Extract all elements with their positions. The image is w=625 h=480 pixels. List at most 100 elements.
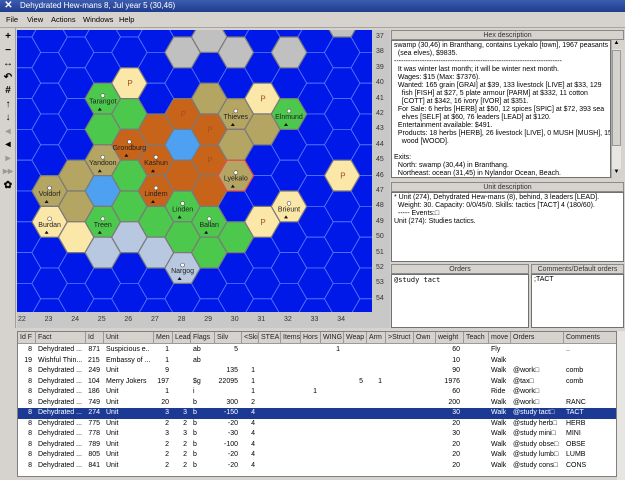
last-icon[interactable]: ▸▸ (2, 166, 14, 177)
tundra-hex[interactable] (217, 36, 255, 69)
forest-hex[interactable] (270, 97, 308, 131)
ocean-hex[interactable] (351, 298, 372, 312)
cell-move: Walk (491, 461, 507, 469)
ocean-hex[interactable] (245, 298, 280, 312)
column-header-hors[interactable]: Hors (301, 332, 321, 344)
column-header-unit[interactable]: Unit (104, 332, 154, 344)
town-marker[interactable] (286, 108, 292, 114)
scroll-thumb[interactable] (612, 50, 621, 146)
column-header-comments[interactable]: Comments (564, 332, 616, 344)
town-marker[interactable] (47, 185, 52, 191)
tundra-hex[interactable] (270, 36, 308, 69)
hex-description-scrollbar[interactable]: ▲ ▼ (611, 40, 621, 178)
next-icon[interactable]: ▸ (5, 152, 11, 164)
ocean-hex[interactable] (298, 298, 333, 312)
zoom-in-icon[interactable]: + (5, 31, 11, 42)
plain-hex[interactable] (270, 190, 308, 223)
town-label: Lindern (144, 191, 167, 198)
town-marker[interactable] (127, 139, 132, 145)
ocean-hex[interactable] (85, 298, 120, 312)
menu-windows[interactable]: Windows (83, 15, 114, 24)
column-header-stea[interactable]: STEA (259, 332, 281, 344)
table-row[interactable]: 8 Dehydrated ... 789 Unit 2 2 b -100 4 20 Walk @stu… (18, 440, 616, 451)
scroll-up-icon[interactable]: ▲ (612, 40, 621, 49)
comments-editor[interactable]: ;TACT (531, 274, 624, 328)
orders-editor[interactable]: @study tact (391, 274, 529, 328)
y-tick: 46 (376, 171, 384, 179)
table-row[interactable]: 8 Dehydrated ... 274 Unit 3 3 b -150 4 30 Walk @stu… (18, 408, 616, 419)
table-row[interactable]: 19 Wishful Thin... 2153 Embassy of ... 1 ab 10… (18, 356, 616, 367)
grid-icon[interactable]: # (5, 85, 11, 96)
town-marker[interactable] (233, 108, 239, 114)
town-marker[interactable] (100, 93, 106, 98)
table-row[interactable]: 8 Dehydrated ... 1040 Merry Jokers 197 $g 2209… (18, 377, 616, 388)
selected-hex[interactable] (217, 159, 255, 192)
table-row[interactable]: 8 Dehydrated ... 805 Unit 2 2 b -20 4 20 Walk @stud… (18, 450, 616, 461)
table-row[interactable]: 8 Dehydrated ... 749 Unit 20 b 300 2 200 Walk @wor… (18, 398, 616, 409)
menu-help[interactable]: Help (119, 15, 135, 24)
zoom-out-icon[interactable]: − (5, 44, 11, 56)
menu-file[interactable]: File (6, 15, 19, 24)
tundra-hex[interactable] (325, 30, 360, 38)
undo-icon[interactable]: ↶ (3, 71, 13, 83)
town-marker[interactable] (233, 170, 239, 175)
town-marker[interactable] (153, 154, 159, 160)
column-header-weight[interactable]: weight (436, 332, 464, 344)
table-row[interactable]: 8 Dehydrated ... 778 Unit 3 3 b -30 4 30 Walk @stud… (18, 429, 616, 440)
menu-actions[interactable]: Actions (51, 15, 76, 24)
table-row[interactable]: 8 Dehydrated ... 249 Unit 9 135 1 90 Walk @work□ c… (18, 366, 616, 377)
scroll-down-icon[interactable]: ▼ (612, 169, 621, 178)
cell-skil: 2 (251, 398, 255, 406)
column-header-teach[interactable]: Teach (464, 332, 489, 344)
hex-map-canvas[interactable]: P P P P P P P Tarangot Grondburg Yandoon Kashun Vol… (17, 30, 372, 312)
column-header-id[interactable]: Id (86, 332, 104, 344)
town-marker[interactable] (286, 201, 292, 206)
column-header-weap[interactable]: Weap (344, 332, 367, 344)
town-marker[interactable] (153, 185, 159, 191)
column-header-orders[interactable]: Orders (511, 332, 564, 344)
settings-icon[interactable]: ✿ (3, 179, 13, 191)
first-icon[interactable]: ◂ (5, 125, 11, 137)
column-header-struct[interactable]: >Struct (386, 332, 414, 344)
column-header-flags[interactable]: Flags (191, 332, 215, 344)
arrow-down-icon[interactable]: ↓ (5, 112, 11, 123)
column-header-lead[interactable]: Lead (173, 332, 191, 344)
plain-hex[interactable] (323, 159, 361, 192)
ocean-hex[interactable] (17, 30, 41, 38)
column-header-men[interactable]: Men (154, 332, 173, 344)
column-header-items[interactable]: Items (281, 332, 301, 344)
cell-weight: 30 (452, 409, 460, 416)
hex-description-line: Wages: $15 (Max: $7376). (394, 74, 481, 81)
menu-view[interactable]: View (27, 15, 44, 24)
town-marker[interactable] (180, 262, 185, 268)
column-header-idf[interactable]: Id F (18, 332, 36, 344)
table-row[interactable]: 8 Dehydrated ... 841 Unit 2 2 b -20 4 20 Walk @stud… (18, 461, 616, 472)
table-row[interactable]: 8 Dehydrated ... 871 Suspicious e... 1 ab 5 1 60… (18, 345, 616, 356)
table-scrollbar[interactable] (617, 331, 625, 480)
arrow-up-icon[interactable]: ↑ (5, 98, 11, 110)
column-header-silv[interactable]: Silv (215, 332, 242, 344)
column-header-skil[interactable]: <Skil (242, 332, 259, 344)
column-header-fact[interactable]: Fact (36, 332, 86, 344)
town-marker[interactable] (180, 201, 185, 206)
column-header-arm[interactable]: Arm (367, 332, 386, 344)
ocean-hex[interactable] (192, 298, 227, 312)
ocean-hex[interactable] (138, 298, 173, 312)
previous-icon[interactable]: ◂ (5, 139, 11, 150)
town-marker[interactable] (206, 216, 212, 222)
hex-map[interactable]: P P P P P P P Tarangot Grondburg Yandoon Kashun Vol… (17, 30, 372, 312)
town-marker[interactable] (100, 216, 106, 222)
cell-orders: @study mini□ (513, 430, 556, 437)
cell-orders: @study obse□ (513, 440, 559, 448)
table-row[interactable]: 8 Dehydrated ... 775 Unit 2 2 b -20 4 20 Walk @stud… (18, 419, 616, 430)
cell-lead: 3 (183, 430, 187, 437)
column-header-own[interactable]: Own (414, 332, 436, 344)
column-header-move[interactable]: move (489, 332, 511, 344)
town-marker[interactable] (47, 216, 52, 222)
fit-icon[interactable]: ↔ (3, 58, 13, 69)
ocean-hex[interactable] (32, 298, 67, 312)
town-marker[interactable] (100, 154, 106, 160)
table-row[interactable]: 8 Dehydrated ... 1863 Unit 1 i 1 1 60 Ride @work□ (18, 387, 616, 398)
app-icon[interactable]: ✕ (4, 0, 13, 11)
column-header-wing[interactable]: WING (321, 332, 344, 344)
